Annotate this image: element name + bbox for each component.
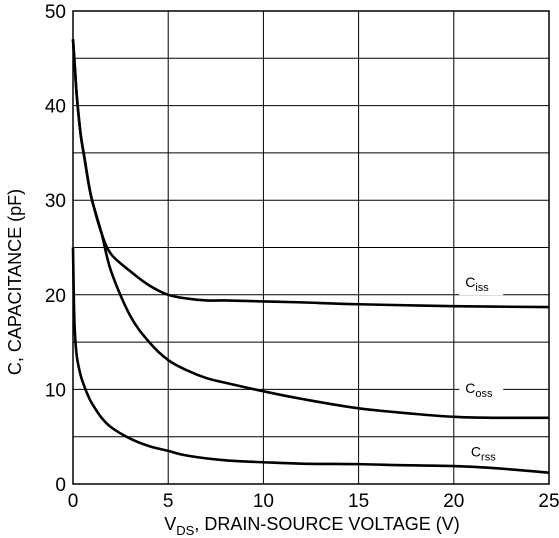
- series-line-ciss: [73, 39, 549, 307]
- y-tick-label: 40: [45, 97, 66, 118]
- y-tick-label: 20: [45, 286, 66, 307]
- x-tick-label: 15: [348, 491, 369, 512]
- x-axis-title-sub: DS: [176, 523, 194, 538]
- series-line-coss: [73, 39, 549, 417]
- y-tick-label: 30: [45, 191, 66, 212]
- x-tick-label: 10: [253, 491, 274, 512]
- x-axis-title: VDS, DRAIN-SOURCE VOLTAGE (V): [164, 514, 459, 538]
- y-tick-label: 0: [55, 475, 66, 496]
- x-tick-label: 5: [163, 491, 174, 512]
- y-tick-labels: 0 10 20 30 40 50: [45, 2, 66, 496]
- x-axis-title-rest: , DRAIN-SOURCE VOLTAGE (V): [194, 514, 459, 534]
- x-tick-label: 20: [443, 491, 464, 512]
- y-tick-label: 10: [45, 380, 66, 401]
- x-tick-label: 25: [538, 491, 559, 512]
- y-axis-title: C, CAPACITANCE (pF): [5, 189, 25, 375]
- x-tick-label: 0: [68, 491, 79, 512]
- x-tick-labels: 0 5 10 15 20 25: [68, 491, 559, 512]
- grid: [73, 11, 549, 484]
- y-tick-label: 50: [45, 2, 66, 23]
- series-lines: [73, 39, 549, 472]
- x-axis-title-main: V: [164, 514, 176, 534]
